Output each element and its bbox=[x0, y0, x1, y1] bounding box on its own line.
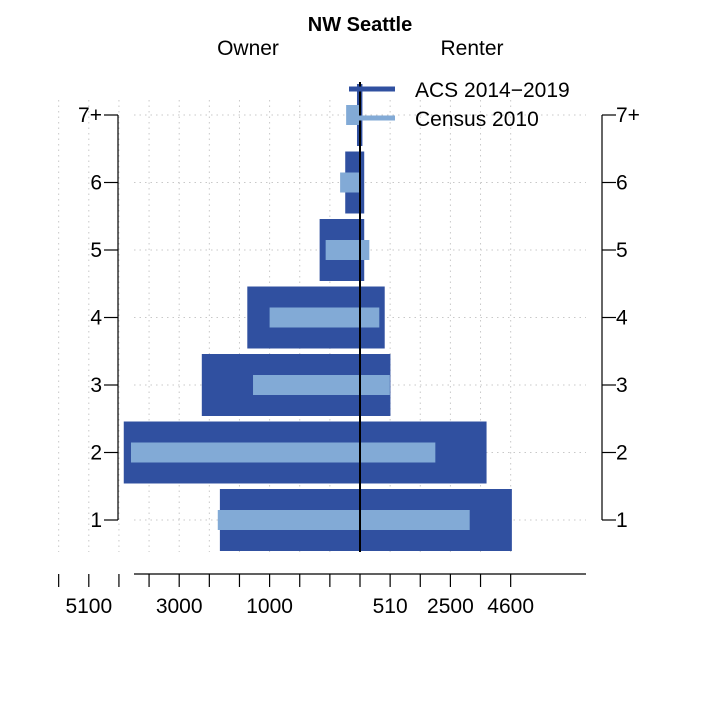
bar-renter-census bbox=[360, 307, 380, 328]
x-tick-label: 4600 bbox=[487, 595, 534, 618]
legend: ACS 2014−2019 Census 2010 bbox=[349, 79, 570, 131]
bar-renter-census bbox=[360, 442, 436, 463]
bars bbox=[123, 84, 512, 551]
bar-owner-census bbox=[346, 105, 360, 125]
right-tick-label: 5 bbox=[616, 239, 628, 262]
bar-renter-acs bbox=[360, 84, 363, 146]
right-tick-label: 6 bbox=[616, 172, 628, 195]
owner-label: Owner bbox=[217, 37, 279, 60]
bar-renter-census bbox=[360, 510, 470, 530]
bar-owner-census bbox=[217, 510, 360, 530]
left-tick-label: 2 bbox=[90, 442, 102, 465]
renter-label: Renter bbox=[440, 37, 503, 60]
x-tick-label: 3000 bbox=[156, 595, 203, 618]
left-tick-label: 6 bbox=[90, 172, 102, 195]
left-tick-label: 5 bbox=[90, 239, 102, 262]
left-tick-label: 7+ bbox=[78, 104, 102, 127]
bar-owner-census bbox=[253, 375, 360, 395]
bar-renter-census bbox=[360, 375, 390, 395]
bar-owner-census bbox=[269, 307, 360, 328]
left-tick-label: 4 bbox=[90, 307, 102, 330]
left-tick-label: 3 bbox=[90, 374, 102, 397]
right-tick-label: 2 bbox=[616, 442, 628, 465]
x-tick-label: 5100 bbox=[65, 595, 112, 618]
x-tick-label: 1000 bbox=[246, 595, 293, 618]
x-tick-label: 2500 bbox=[427, 595, 474, 618]
left-y-axis: 1 2 3 4 5 6 7+ bbox=[78, 104, 119, 532]
bar-renter-acs bbox=[360, 151, 365, 214]
bar-owner-census bbox=[130, 442, 360, 463]
chart-title: NW Seattle bbox=[308, 14, 412, 36]
right-tick-label: 7+ bbox=[616, 104, 640, 127]
right-tick-label: 4 bbox=[616, 307, 628, 330]
bar-owner-census bbox=[325, 240, 360, 260]
right-tick-label: 3 bbox=[616, 374, 628, 397]
x-axis: 5100 3000 1000 510 2500 4600 bbox=[58, 573, 586, 618]
bar-owner-census bbox=[340, 172, 360, 193]
right-y-axis: 1 2 3 4 5 6 7+ bbox=[601, 104, 640, 532]
left-tick-label: 1 bbox=[90, 509, 102, 532]
legend-label-census: Census 2010 bbox=[415, 108, 539, 131]
bar-renter-census bbox=[360, 240, 370, 260]
legend-label-acs: ACS 2014−2019 bbox=[415, 79, 570, 102]
x-tick-label: 510 bbox=[373, 595, 408, 618]
right-tick-label: 1 bbox=[616, 509, 628, 532]
